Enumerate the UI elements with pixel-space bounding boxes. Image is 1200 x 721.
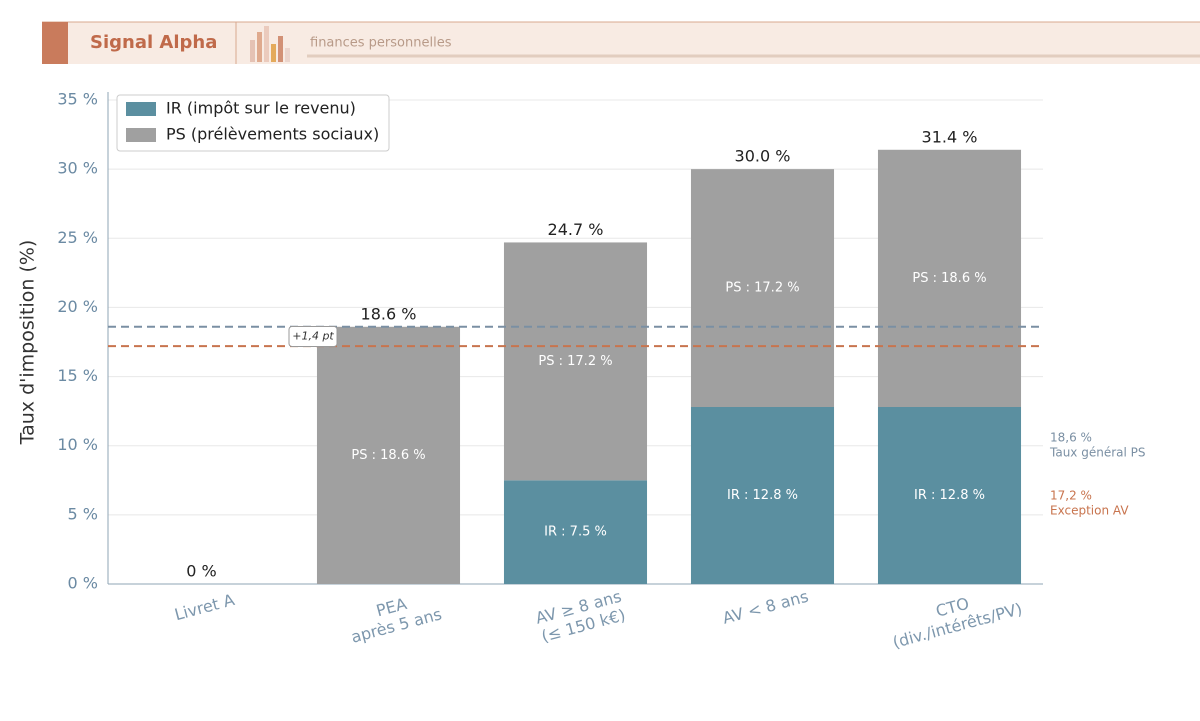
reference-sublabel: Taux général PS — [1049, 446, 1146, 460]
segment-label: IR : 7.5 % — [544, 525, 607, 540]
legend-swatch — [126, 128, 156, 142]
segment-label: PS : 17.2 % — [538, 354, 612, 369]
bar-segment — [690, 169, 835, 407]
bar-segment — [877, 149, 1022, 407]
reference-sublabel: Exception AV — [1050, 504, 1129, 518]
segment-label: PS : 18.6 % — [351, 448, 425, 463]
annotation-box — [288, 325, 338, 347]
bar-segment — [690, 406, 835, 584]
legend-box — [116, 94, 390, 152]
y-tick-label: 5 % — [68, 504, 98, 523]
reference-label: 17,2 % — [1050, 489, 1092, 503]
bar-segment — [503, 480, 648, 584]
tagline: finances personnelles — [310, 36, 452, 51]
brand: Signal Alpha — [90, 32, 217, 53]
y-tick-label: 20 % — [57, 297, 98, 316]
segment-label: PS : 17.2 % — [725, 281, 799, 296]
segment-label: IR : 12.8 % — [727, 488, 798, 503]
total-label: 0 % — [186, 562, 216, 581]
reference-label: 18,6 % — [1050, 431, 1092, 445]
legend-swatch — [126, 102, 156, 116]
total-label: 30.0 % — [735, 147, 791, 166]
logo — [250, 26, 290, 62]
bar-segment — [877, 406, 1022, 584]
y-tick-label: 30 % — [57, 159, 98, 178]
y-tick-label: 25 % — [57, 228, 98, 247]
y-tick-label: 15 % — [57, 366, 98, 385]
y-tick-label: 10 % — [57, 435, 98, 454]
segment-label: PS : 18.6 % — [912, 271, 986, 286]
legend-label: PS (prélèvements sociaux) — [166, 125, 379, 144]
legend-label: IR (impôt sur le revenu) — [166, 99, 356, 118]
annotation: +1,4 pt — [292, 329, 334, 342]
y-tick-label: 35 % — [57, 90, 98, 109]
bar-segment — [503, 242, 648, 481]
y-axis-label: Taux d'imposition (%) — [17, 240, 39, 446]
total-label: 31.4 % — [922, 127, 978, 146]
legend: IR (impôt sur le revenu) PS (prélèvements… — [116, 94, 390, 152]
total-label: 18.6 % — [361, 304, 417, 323]
segment-label: IR : 12.8 % — [914, 488, 985, 503]
y-tick-label: 0 % — [68, 574, 98, 593]
total-label: 24.7 % — [548, 220, 604, 239]
bar-segment — [316, 326, 461, 584]
header-accent — [42, 22, 68, 64]
